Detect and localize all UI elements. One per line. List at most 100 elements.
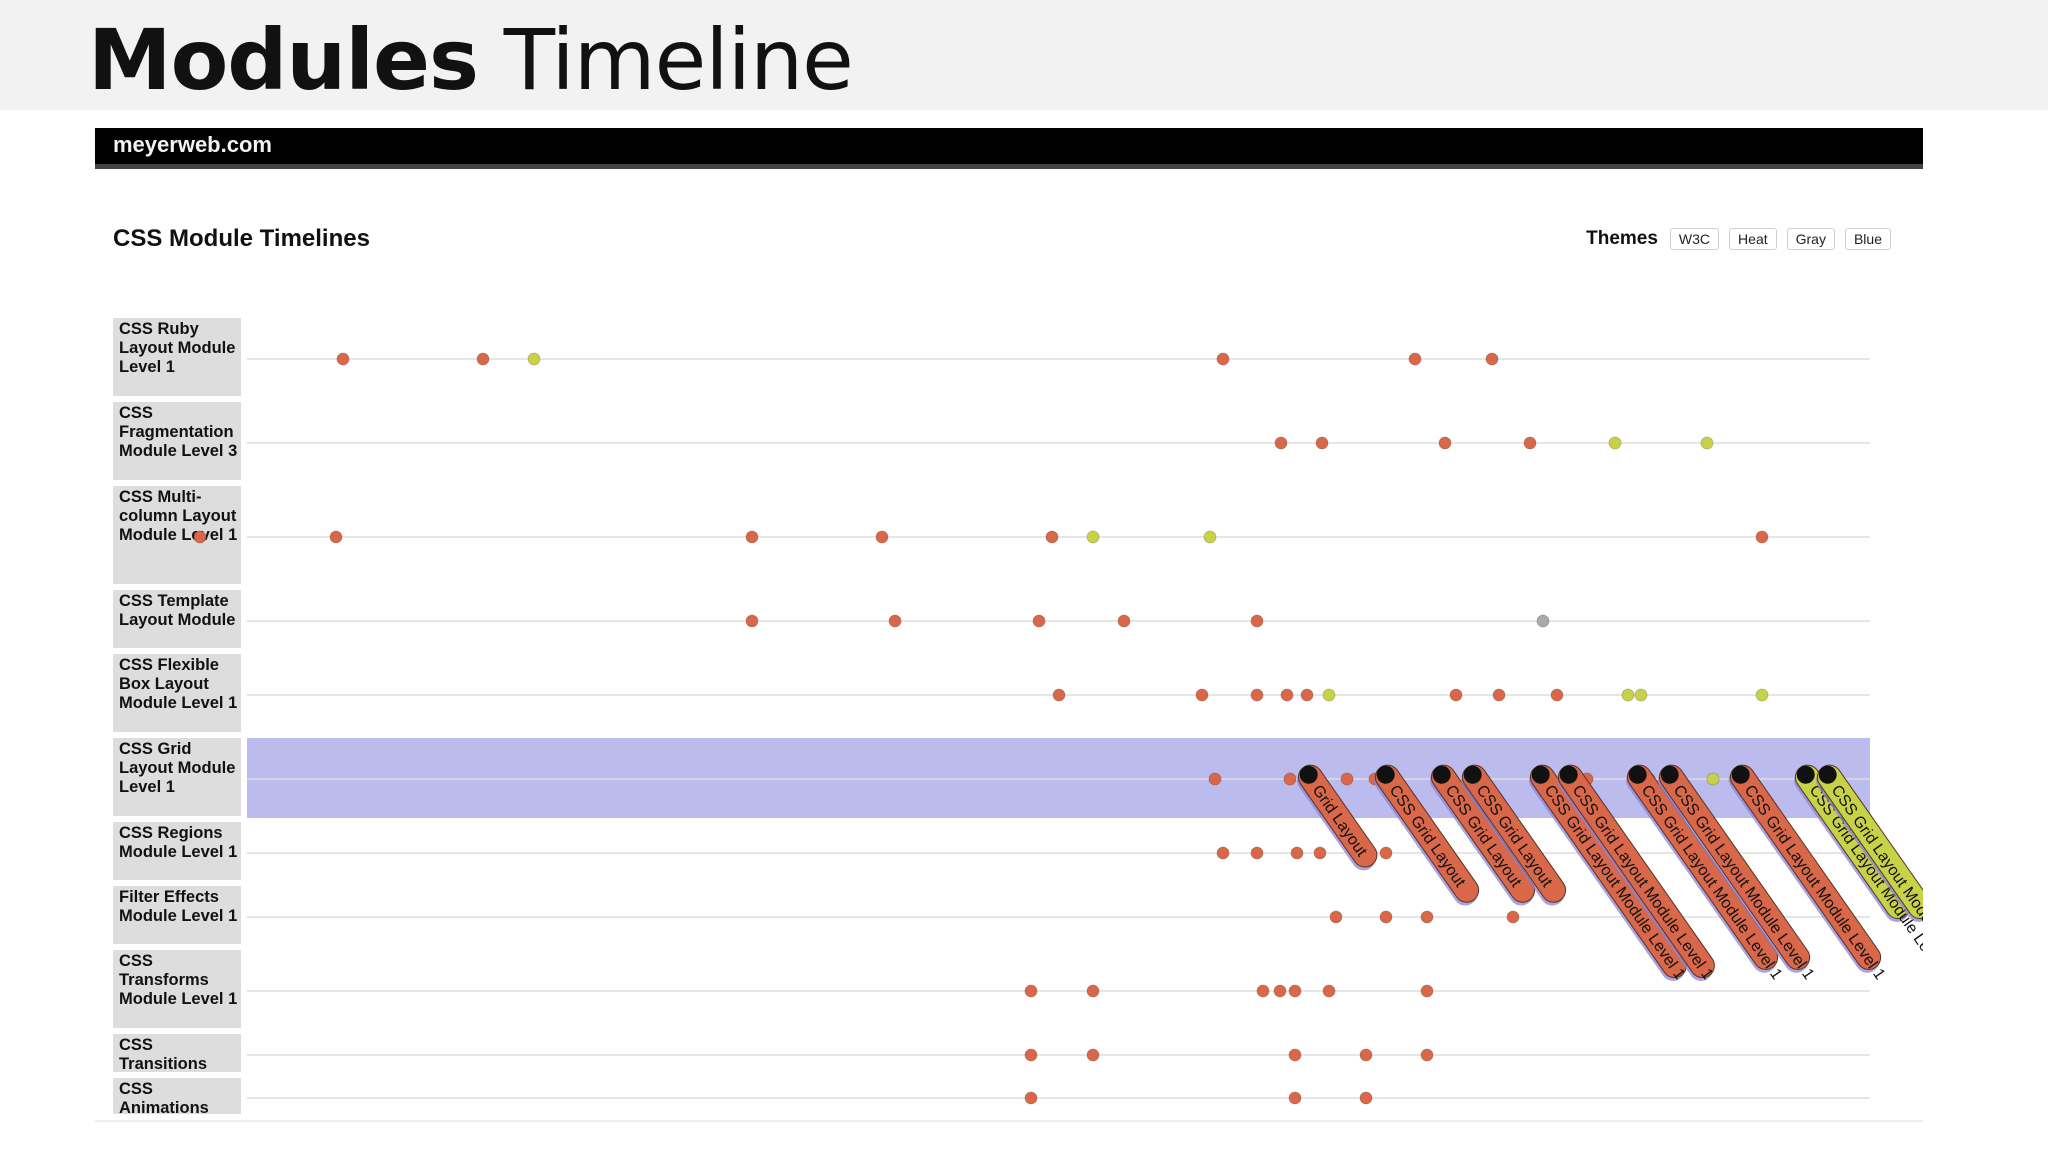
timeline-dot[interactable]: [1706, 772, 1720, 786]
timeline-dot[interactable]: [1250, 688, 1264, 702]
timeline-dot[interactable]: [1274, 436, 1288, 450]
timeline-dot[interactable]: [1755, 688, 1769, 702]
row-label-css-grid-layout-module-level-1[interactable]: CSS Grid Layout Module Level 1: [113, 738, 241, 816]
timeline-dot[interactable]: [1340, 772, 1354, 786]
page-heading: CSS Module Timelines: [113, 225, 370, 252]
timeline-dot[interactable]: [1449, 688, 1463, 702]
marker-pill: [1557, 764, 1715, 979]
timeline-dot[interactable]: [1315, 436, 1329, 450]
timeline-dot[interactable]: [1216, 846, 1230, 860]
row-label-text: CSS Ruby Layout Module Level 1: [119, 320, 236, 376]
timeline-dot[interactable]: [1052, 688, 1066, 702]
timeline-dot[interactable]: [1273, 984, 1287, 998]
row-label-css-template-layout-module[interactable]: CSS Template Layout Module: [113, 590, 241, 648]
timeline-dot[interactable]: [1300, 688, 1314, 702]
timeline-dot[interactable]: [1379, 846, 1393, 860]
theme-button-blue[interactable]: Blue: [1844, 228, 1891, 250]
timeline-dot[interactable]: [1420, 984, 1434, 998]
timeline-dot[interactable]: [1420, 910, 1434, 924]
timeline-dot[interactable]: [1216, 352, 1230, 366]
timeline-dot[interactable]: [1536, 614, 1550, 628]
marker-pill: [1461, 764, 1567, 903]
row-label-css-regions-module-level-1[interactable]: CSS Regions Module Level 1: [113, 822, 241, 880]
timeline-dot[interactable]: [1288, 1048, 1302, 1062]
timeline-dot[interactable]: [1117, 614, 1131, 628]
timeline-dot[interactable]: [1420, 1048, 1434, 1062]
timeline-dot[interactable]: [1700, 436, 1714, 450]
timeline-dot[interactable]: [1492, 688, 1506, 702]
timeline-dot[interactable]: [1250, 614, 1264, 628]
timeline-dot[interactable]: [1634, 688, 1648, 702]
marker-cap-icon: [1660, 765, 1679, 784]
timeline-dot[interactable]: [1608, 436, 1622, 450]
timeline-dot[interactable]: [1359, 1048, 1373, 1062]
marker-pill: [1297, 764, 1378, 868]
timeline-dot[interactable]: [1208, 772, 1222, 786]
timeline-dot[interactable]: [1086, 530, 1100, 544]
row-label-text: CSS Regions Module Level 1: [119, 824, 238, 861]
timeline-dot[interactable]: [527, 352, 541, 366]
timeline-dot[interactable]: [1329, 910, 1343, 924]
timeline-dot[interactable]: [1086, 1048, 1100, 1062]
timeline-dot[interactable]: [193, 530, 207, 544]
marker-cap-icon: [1731, 765, 1750, 784]
timeline-dot[interactable]: [1359, 1091, 1373, 1105]
row-label-text: CSS Fragmentation Module Level 3: [119, 404, 238, 460]
timeline-dot[interactable]: [1322, 688, 1336, 702]
timeline-dot[interactable]: [1550, 688, 1564, 702]
timeline-dot[interactable]: [1408, 352, 1422, 366]
timeline-dot[interactable]: [1024, 1091, 1038, 1105]
theme-switcher: Themes W3C Heat Gray Blue: [1586, 228, 1891, 250]
browser-screenshot: meyerweb.com CSS Module Timelines Themes…: [95, 128, 1923, 1122]
timeline-dot[interactable]: [1195, 688, 1209, 702]
timeline-dot[interactable]: [1438, 436, 1452, 450]
marker-cap-icon: [1299, 765, 1318, 784]
timeline-dot[interactable]: [1203, 530, 1217, 544]
timeline-dot[interactable]: [1506, 910, 1520, 924]
timeline-dot[interactable]: [1086, 984, 1100, 998]
timeline-dot[interactable]: [1032, 614, 1046, 628]
timeline-dot[interactable]: [745, 614, 759, 628]
timeline-dot[interactable]: [1024, 1048, 1038, 1062]
timeline-dot[interactable]: [1288, 1091, 1302, 1105]
marker-cap-icon: [1432, 765, 1451, 784]
timeline-dot[interactable]: [1288, 984, 1302, 998]
timeline-dot[interactable]: [336, 352, 350, 366]
row-label-css-flexible-box-layout-module-level-1[interactable]: CSS Flexible Box Layout Module Level 1: [113, 654, 241, 732]
theme-button-gray[interactable]: Gray: [1786, 228, 1835, 250]
timeline-dot[interactable]: [1283, 772, 1297, 786]
timeline-dot[interactable]: [1280, 688, 1294, 702]
timeline-dot[interactable]: [1250, 846, 1264, 860]
row-label-css-transitions[interactable]: CSS Transitions: [113, 1034, 241, 1073]
timeline-dot[interactable]: [888, 614, 902, 628]
timeline-dot[interactable]: [1755, 530, 1769, 544]
timeline-dot[interactable]: [1485, 352, 1499, 366]
timeline-dot[interactable]: [745, 530, 759, 544]
row-label-text: CSS Transforms Module Level 1: [119, 952, 238, 1008]
row-label-css-ruby-layout-module-level-1[interactable]: CSS Ruby Layout Module Level 1: [113, 318, 241, 396]
row-label-css-animations[interactable]: CSS Animations: [113, 1078, 241, 1117]
row-label-filter-effects-module-level-1[interactable]: Filter Effects Module Level 1: [113, 886, 241, 944]
timeline-dot[interactable]: [476, 352, 490, 366]
timeline-dot[interactable]: [1621, 688, 1635, 702]
slide-title-rest: Timeline: [478, 11, 854, 109]
site-logo-link[interactable]: meyerweb.com: [113, 132, 272, 157]
row-label-css-multi-column-layout-module-level-1[interactable]: CSS Multi-column Layout Module Level 1: [113, 486, 241, 584]
timeline-dot[interactable]: [1256, 984, 1270, 998]
timeline-dot[interactable]: [1313, 846, 1327, 860]
row-label-css-transforms-module-level-1[interactable]: CSS Transforms Module Level 1: [113, 950, 241, 1028]
themes-label: Themes: [1586, 228, 1658, 249]
timeline-dot[interactable]: [329, 530, 343, 544]
theme-button-w3c[interactable]: W3C: [1669, 228, 1720, 250]
row-label-css-fragmentation-module-level-3[interactable]: CSS Fragmentation Module Level 3: [113, 402, 241, 480]
timeline-dot[interactable]: [1290, 846, 1304, 860]
timeline-dot[interactable]: [1045, 530, 1059, 544]
marker-cap-icon: [1628, 765, 1647, 784]
slide-title-bold: Modules: [88, 11, 479, 109]
theme-button-heat[interactable]: Heat: [1729, 228, 1777, 250]
timeline-dot[interactable]: [1379, 910, 1393, 924]
timeline-dot[interactable]: [1024, 984, 1038, 998]
timeline-dot[interactable]: [875, 530, 889, 544]
timeline-dot[interactable]: [1523, 436, 1537, 450]
timeline-dot[interactable]: [1322, 984, 1336, 998]
